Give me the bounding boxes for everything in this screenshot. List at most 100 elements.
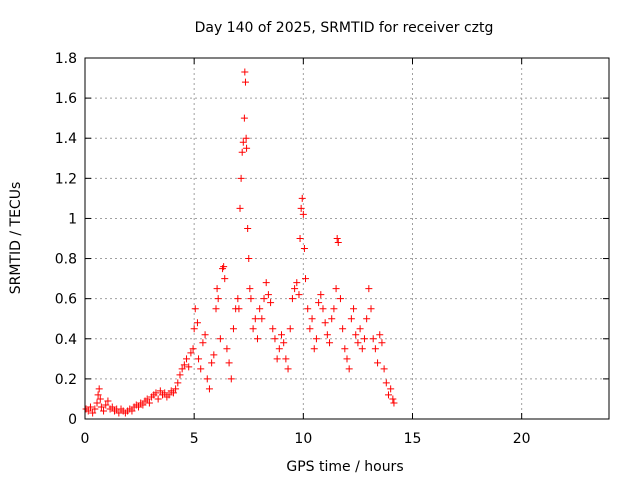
data-point xyxy=(178,365,186,373)
x-tick-labels: 0 5 10 15 20 xyxy=(81,431,531,447)
data-point xyxy=(256,305,264,313)
y-axis-label: SRMTID / TECUs xyxy=(8,182,24,295)
x-tick-label: 5 xyxy=(190,431,199,447)
data-point xyxy=(363,315,371,323)
data-point xyxy=(332,285,340,293)
data-point xyxy=(352,331,360,339)
data-point xyxy=(241,68,249,76)
data-point xyxy=(382,379,390,387)
data-point xyxy=(262,279,270,287)
data-point xyxy=(244,224,252,232)
data-point xyxy=(139,401,147,409)
data-point xyxy=(278,331,285,339)
data-point xyxy=(156,387,164,395)
data-point xyxy=(371,345,379,353)
data-point xyxy=(241,78,249,86)
data-point xyxy=(185,363,193,371)
data-point xyxy=(104,397,112,405)
data-point xyxy=(356,325,364,333)
data-point xyxy=(239,138,247,146)
data-point xyxy=(365,285,373,293)
grid xyxy=(85,58,609,419)
y-tick-label: 0.8 xyxy=(55,252,77,268)
data-point xyxy=(174,379,182,387)
data-point xyxy=(347,315,355,323)
data-point xyxy=(275,345,283,353)
data-point xyxy=(210,351,218,359)
data-point xyxy=(267,299,275,307)
data-point xyxy=(378,339,386,347)
data-point xyxy=(390,399,398,407)
data-point xyxy=(234,295,242,303)
data-point xyxy=(336,295,344,303)
data-point xyxy=(326,339,334,347)
data-point xyxy=(376,331,384,339)
data-point xyxy=(280,339,288,347)
data-point xyxy=(108,403,116,411)
data-point xyxy=(323,331,331,339)
data-point xyxy=(242,134,250,142)
data-point xyxy=(199,339,207,347)
data-point xyxy=(312,335,320,343)
data-point xyxy=(358,345,366,353)
y-tick-label: 1.6 xyxy=(55,91,77,107)
data-point xyxy=(84,407,92,415)
data-point xyxy=(298,194,306,202)
plot-frame xyxy=(84,57,610,420)
data-point xyxy=(134,403,142,411)
data-point xyxy=(152,389,160,397)
data-point xyxy=(115,409,123,417)
y-tick-label: 0.6 xyxy=(55,292,77,308)
chart-title: Day 140 of 2025, SRMTID for receiver czt… xyxy=(195,20,494,36)
data-point xyxy=(229,325,237,333)
data-point xyxy=(220,263,228,271)
y-tick-label: 0.2 xyxy=(55,372,77,388)
y-tick-label: 1 xyxy=(68,211,77,227)
data-point xyxy=(369,335,377,343)
data-point xyxy=(100,407,108,415)
data-point xyxy=(243,144,251,152)
data-point xyxy=(296,235,304,242)
data-point xyxy=(212,305,220,313)
data-point xyxy=(227,375,235,383)
data-point xyxy=(387,385,395,393)
data-point xyxy=(297,204,305,212)
data-point xyxy=(225,359,233,367)
data-point xyxy=(330,305,338,313)
data-point xyxy=(201,331,209,339)
data-point xyxy=(240,114,248,122)
y-tick-label: 1.4 xyxy=(55,131,77,147)
data-point xyxy=(380,365,388,373)
x-tick-label: 20 xyxy=(513,431,531,447)
data-point xyxy=(299,210,307,218)
data-point xyxy=(97,403,105,411)
data-point xyxy=(214,295,222,303)
data-point xyxy=(208,359,216,367)
data-point xyxy=(319,305,327,313)
data-point xyxy=(374,359,382,367)
data-point xyxy=(253,335,261,343)
data-point xyxy=(187,349,195,357)
x-tick-label: 0 xyxy=(81,431,90,447)
data-point xyxy=(161,389,169,397)
data-point xyxy=(213,285,221,293)
data-point xyxy=(310,345,318,353)
data-point xyxy=(264,291,272,299)
data-point xyxy=(216,335,224,343)
data-point xyxy=(339,325,347,333)
data-point xyxy=(176,371,184,379)
data-point xyxy=(189,345,197,353)
data-point xyxy=(95,385,103,393)
data-point xyxy=(94,391,102,399)
data-point xyxy=(269,325,277,333)
y-tick-labels: 0 0.2 0.4 0.6 0.8 1 1.2 1.4 1.6 1.8 xyxy=(55,51,77,428)
data-point xyxy=(96,395,104,403)
data-point xyxy=(91,405,99,413)
data-point xyxy=(193,319,201,327)
data-point xyxy=(271,335,279,343)
data-point xyxy=(102,401,110,409)
data-point xyxy=(341,345,349,353)
data-point xyxy=(128,407,136,415)
data-point xyxy=(367,305,375,313)
